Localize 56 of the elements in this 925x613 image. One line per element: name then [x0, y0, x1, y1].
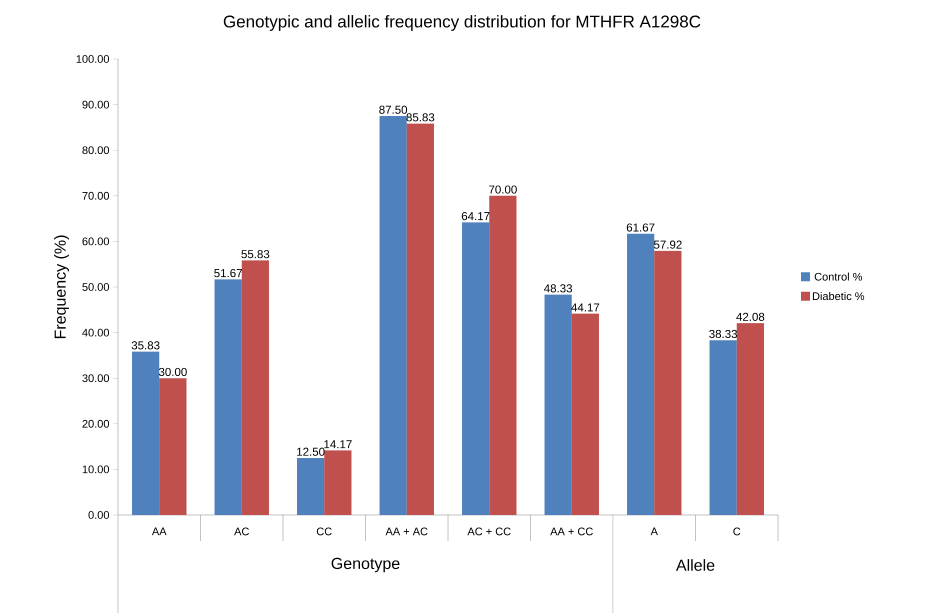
y-tick-label: 40.00: [82, 328, 110, 336]
data-label: 35.83: [132, 341, 160, 350]
bar: [489, 196, 516, 515]
bar: [132, 352, 160, 515]
bar: [242, 260, 269, 515]
x-tick-label: CC: [316, 528, 332, 536]
bar: [380, 116, 407, 515]
bar: [159, 378, 186, 515]
y-tick-label: 80.00: [82, 146, 110, 154]
data-label: 61.67: [626, 223, 654, 232]
bar: [544, 294, 572, 515]
data-label: 55.83: [241, 250, 270, 258]
data-label: 38.33: [709, 330, 738, 338]
x-tick-label: A: [650, 528, 658, 536]
data-label: 70.00: [489, 185, 517, 194]
x-tick-label: AA + CC: [550, 528, 593, 536]
data-label: 42.08: [736, 312, 764, 321]
bar: [462, 222, 490, 515]
x-tick-label: AC: [234, 528, 249, 536]
bar: [297, 458, 324, 515]
data-label: 12.50: [297, 448, 325, 456]
data-label: 30.00: [158, 368, 187, 376]
legend-label: Control %: [814, 272, 862, 281]
y-tick-label: 50.00: [82, 283, 110, 291]
y-tick-label: 10.00: [82, 466, 110, 474]
text: Genotype: [332, 558, 400, 572]
y-tick-label: 60.00: [82, 238, 110, 246]
data-label: 14.17: [324, 440, 352, 448]
data-label: 85.83: [406, 113, 434, 122]
bar: [736, 323, 764, 515]
y-tick-label: 20.00: [82, 420, 110, 428]
bar: [572, 314, 599, 515]
bar: [324, 450, 352, 515]
y-tick-label: 100.00: [76, 55, 110, 63]
x-tick-label: AC + CC: [467, 528, 511, 536]
y-tick-label: 70.00: [82, 192, 110, 200]
data-label: 48.33: [544, 284, 572, 292]
x-tick-label: AA + AC: [386, 528, 428, 536]
y-tick-label: 90.00: [82, 100, 110, 108]
text: Allele: [676, 559, 714, 571]
bar: [214, 279, 242, 515]
y-axis-title: Frequency (%): [54, 236, 69, 338]
legend-label: Diabetic %: [812, 292, 864, 300]
x-tick-label: C: [733, 528, 740, 536]
data-label: 64.17: [462, 212, 490, 220]
bar: [710, 340, 737, 515]
bar: [654, 250, 682, 515]
data-label: 51.67: [214, 269, 242, 278]
x-tick-label: AA: [152, 528, 167, 536]
chart-title: Genotypic and allelic frequency distribution for MTHFR A1298C: [224, 15, 700, 31]
data-label: 87.50: [379, 106, 408, 114]
y-tick-label: 30.00: [82, 374, 110, 382]
y-tick-label: 0.00: [88, 511, 110, 519]
bar: [406, 124, 434, 515]
data-label: 57.92: [654, 240, 682, 249]
bar: [627, 234, 654, 515]
